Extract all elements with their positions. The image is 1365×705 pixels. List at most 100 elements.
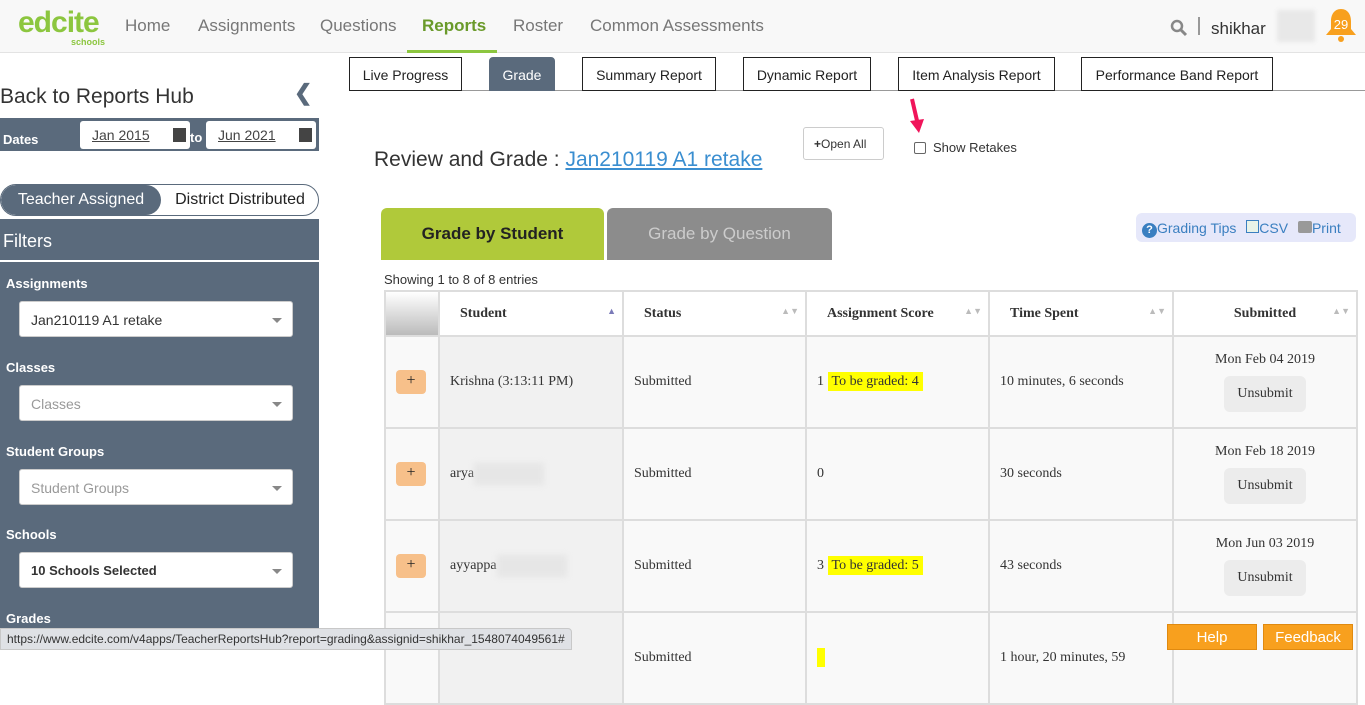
sidebar: Back to Reports Hub ❮ Dates Jan 2015 to …	[0, 53, 320, 650]
caret-down-icon	[272, 318, 282, 328]
col-student[interactable]: Student ▲	[438, 290, 624, 337]
nav-reports[interactable]: Reports	[422, 16, 487, 35]
col-label: Student	[460, 305, 507, 321]
select-value: Jan210119 A1 retake	[31, 312, 163, 328]
filter-label: Grades	[6, 611, 51, 626]
avatar[interactable]	[1277, 10, 1315, 42]
filter-label: Assignments	[6, 276, 88, 291]
submitted-date: Mon Jun 03 2019	[1215, 536, 1315, 551]
toggle-district-distributed[interactable]: District Distributed	[175, 191, 305, 208]
search-icon[interactable]	[1170, 19, 1188, 37]
expand-button[interactable]: +	[396, 462, 426, 486]
status-bar-url: https://www.edcite.com/v4apps/TeacherRep…	[0, 628, 572, 650]
expand-cell: +	[384, 335, 440, 429]
grading-tips-link[interactable]: Grading Tips	[1157, 220, 1237, 236]
expand-button[interactable]: +	[396, 554, 426, 578]
sort-icon: ▲▼	[1332, 306, 1350, 316]
nav-questions[interactable]: Questions	[320, 16, 397, 35]
spreadsheet-icon	[1246, 220, 1260, 233]
unsubmit-button[interactable]: Unsubmit	[1224, 560, 1306, 596]
time-cell: 10 minutes, 6 seconds	[988, 335, 1174, 429]
col-time-spent[interactable]: Time Spent ▲▼	[988, 290, 1174, 337]
to-be-graded-badge[interactable]	[817, 648, 825, 667]
student-cell: ayyappa	[438, 519, 624, 613]
toggle-teacher-assigned[interactable]: Teacher Assigned	[1, 185, 161, 215]
select-value: 10 Schools Selected	[31, 563, 157, 578]
date-from-value: Jan 2015	[92, 127, 150, 143]
to-be-graded-badge[interactable]: To be graded: 4	[827, 372, 923, 391]
username[interactable]: shikhar	[1211, 19, 1266, 38]
col-assignment-score[interactable]: Assignment Score ▲▼	[805, 290, 990, 337]
classes-select[interactable]: Classes	[19, 385, 293, 421]
time-cell: 43 seconds	[988, 519, 1174, 613]
expand-button[interactable]: +	[396, 370, 426, 394]
calendar-icon[interactable]	[173, 128, 186, 142]
assignments-select[interactable]: Jan210119 A1 retake	[19, 301, 293, 337]
csv-link[interactable]: CSV	[1259, 220, 1289, 236]
printer-icon	[1297, 221, 1312, 233]
submitted-cell: Mon Feb 18 2019 Unsubmit	[1172, 427, 1358, 521]
print-link[interactable]: Print	[1311, 220, 1341, 236]
tab-grade-by-question[interactable]: Grade by Question	[607, 208, 832, 260]
score-value: 0	[817, 466, 824, 481]
score-cell	[805, 611, 990, 705]
schools-select[interactable]: 10 Schools Selected	[19, 552, 293, 588]
nav-common-assessments[interactable]: Common Assessments	[590, 16, 764, 35]
tab-summary-report[interactable]: Summary Report	[582, 57, 716, 91]
help-circle-icon: ?	[1142, 223, 1157, 238]
col-label: Status	[644, 305, 682, 321]
student-name: arya	[450, 466, 475, 482]
open-all-label: Open All	[821, 137, 867, 151]
sort-asc-icon: ▲	[607, 306, 616, 316]
caret-down-icon	[272, 486, 282, 496]
plus-icon: +	[814, 137, 822, 151]
assignment-link[interactable]: Jan210119 A1 retake	[565, 148, 763, 171]
score-cell: 3 To be graded: 5	[805, 519, 990, 613]
tab-item-analysis-report[interactable]: Item Analysis Report	[898, 57, 1055, 91]
nav-home[interactable]: Home	[125, 16, 171, 35]
to-be-graded-badge[interactable]: To be graded: 5	[827, 556, 923, 575]
logo-sub: schools	[71, 37, 106, 47]
col-label: Assignment Score	[827, 305, 934, 321]
divider	[1198, 17, 1200, 35]
back-to-reports-hub[interactable]: Back to Reports Hub	[0, 85, 194, 108]
tab-dynamic-report[interactable]: Dynamic Report	[743, 57, 871, 91]
date-to-input[interactable]: Jun 2021	[206, 121, 316, 149]
checkbox[interactable]	[914, 142, 926, 154]
col-submitted[interactable]: Submitted ▲▼	[1172, 290, 1358, 337]
show-retakes-label: Show Retakes	[933, 140, 1017, 155]
tab-grade-by-student[interactable]: Grade by Student	[381, 208, 604, 260]
col-label: Submitted	[1233, 305, 1297, 321]
col-status[interactable]: Status ▲▼	[622, 290, 807, 337]
collapse-chevron-icon[interactable]: ❮	[294, 80, 313, 105]
nav-roster[interactable]: Roster	[513, 16, 564, 35]
notification-bell-icon[interactable]: 29	[1324, 6, 1358, 44]
calendar-icon[interactable]	[299, 128, 312, 142]
unsubmit-button[interactable]: Unsubmit	[1224, 468, 1306, 504]
tab-grade[interactable]: Grade	[489, 57, 555, 91]
student-name: Krishna (3:13:11 PM)	[450, 374, 574, 389]
student-cell	[438, 611, 624, 705]
arrow-annotation-icon	[910, 98, 924, 133]
feedback-button[interactable]: Feedback	[1263, 624, 1353, 650]
student-name: ayyappa	[450, 558, 497, 574]
title-prefix: Review and Grade :	[374, 148, 566, 171]
show-retakes-checkbox[interactable]: Show Retakes	[914, 140, 1017, 155]
active-nav-underline	[407, 50, 497, 53]
dates-label: Dates	[3, 132, 39, 147]
unsubmit-button[interactable]: Unsubmit	[1224, 376, 1306, 412]
status-cell: Submitted	[622, 335, 807, 429]
nav-assignments[interactable]: Assignments	[198, 16, 296, 35]
col-label: Time Spent	[1010, 305, 1079, 321]
sort-icon: ▲▼	[1148, 306, 1166, 316]
top-nav: edcite schools Home Assignments Questions…	[0, 0, 1365, 53]
help-button[interactable]: Help	[1167, 624, 1257, 650]
expand-cell	[384, 611, 440, 705]
student-groups-select[interactable]: Student Groups	[19, 469, 293, 505]
edcite-logo[interactable]: edcite schools	[18, 8, 106, 48]
date-from-input[interactable]: Jan 2015	[80, 121, 190, 149]
tab-performance-band-report[interactable]: Performance Band Report	[1081, 57, 1273, 91]
tab-live-progress[interactable]: Live Progress	[349, 57, 462, 91]
student-cell: Krishna (3:13:11 PM)	[438, 335, 624, 429]
open-all-button[interactable]: +Open All	[803, 127, 884, 160]
